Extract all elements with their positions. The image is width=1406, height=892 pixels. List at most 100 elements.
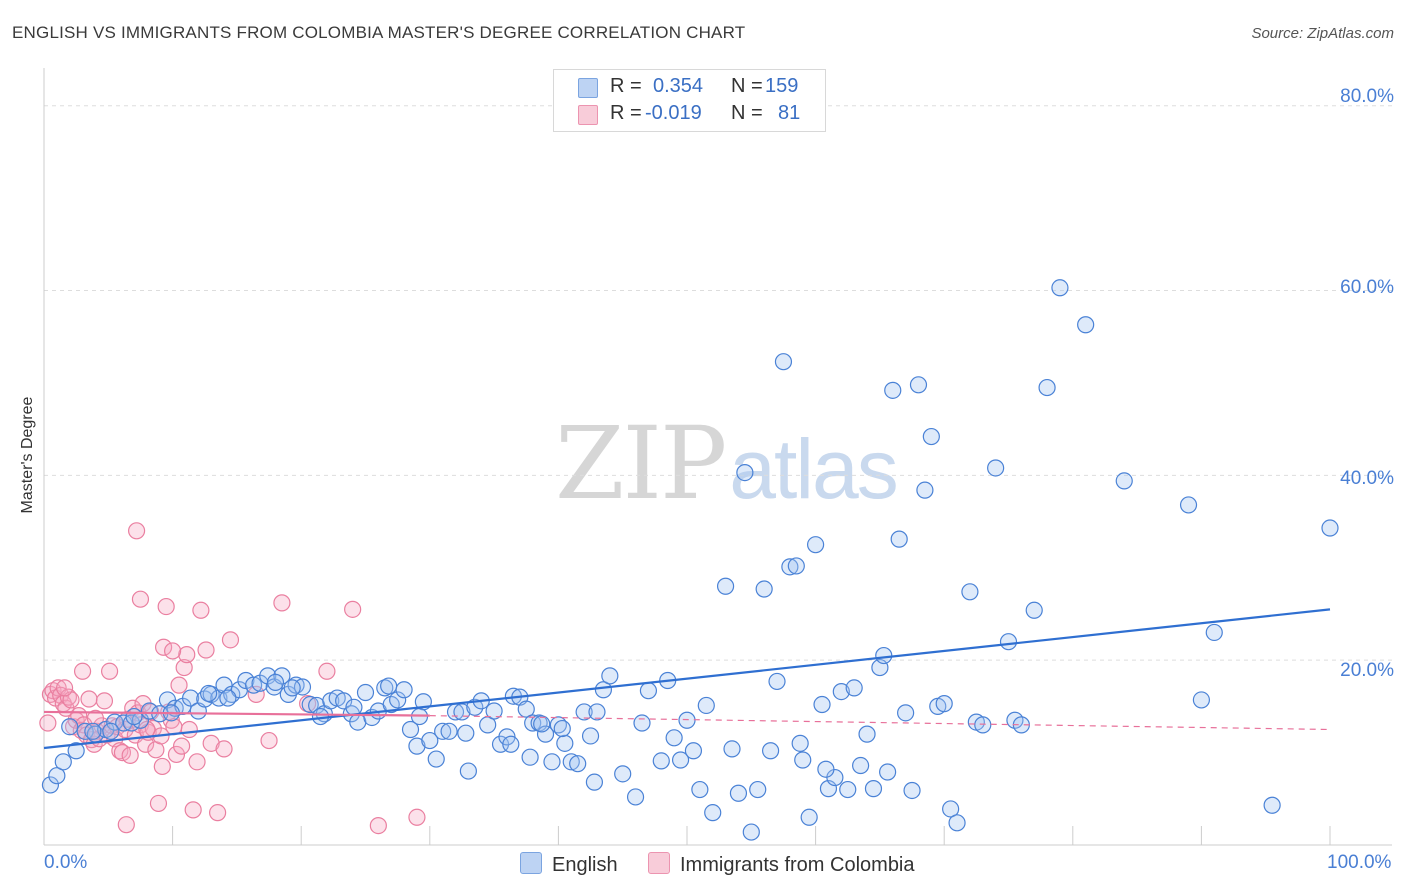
english-point <box>614 765 632 783</box>
english-point <box>601 667 619 685</box>
english-point <box>556 734 574 752</box>
colombia-point <box>188 753 206 771</box>
english-point <box>723 740 741 758</box>
english-point <box>800 808 818 826</box>
axes <box>43 68 1392 846</box>
english-point <box>266 673 285 691</box>
english-point <box>697 696 715 715</box>
english-point <box>380 677 398 695</box>
n-label: N = <box>731 75 763 97</box>
english-point <box>922 427 940 446</box>
watermark-zip: ZIP <box>555 405 727 522</box>
english-point <box>879 763 897 781</box>
english-point <box>1077 316 1095 334</box>
colombia-point <box>260 731 278 750</box>
english-point <box>974 716 992 734</box>
english-point <box>875 646 893 665</box>
english-point <box>755 580 773 598</box>
y-tick-label: 60.0% <box>1340 277 1394 298</box>
colombia-point <box>121 746 139 764</box>
english-point <box>858 725 876 743</box>
english-point <box>852 756 870 775</box>
english-point <box>1038 378 1056 397</box>
english-trend-line <box>43 608 1331 750</box>
english-point <box>1115 472 1133 490</box>
english-point <box>678 711 696 729</box>
english-point <box>791 734 809 752</box>
series-english-points <box>41 279 1339 841</box>
english-point <box>1321 519 1339 537</box>
english-point <box>716 577 735 595</box>
english-point <box>729 784 748 802</box>
english-point <box>301 695 319 714</box>
colombia-point <box>73 662 92 680</box>
english-point <box>948 814 966 832</box>
english-point <box>569 755 587 773</box>
english-point <box>106 713 124 731</box>
english-point <box>633 714 651 732</box>
english-point <box>903 781 921 800</box>
english-point <box>502 735 520 753</box>
colombia-point <box>55 679 74 697</box>
x-tick-label: 100.0% <box>1327 852 1392 873</box>
n-value: 81 <box>778 102 801 124</box>
english-point <box>273 667 291 685</box>
colombia-point <box>127 522 146 540</box>
colombia-trend-extension <box>429 715 1331 731</box>
english-point <box>774 353 793 371</box>
colombia-point <box>59 688 78 706</box>
n-label: N = <box>731 102 763 124</box>
english-point <box>742 823 760 841</box>
english-point <box>54 753 72 771</box>
english-point <box>67 742 85 760</box>
colombia-point <box>273 594 291 612</box>
english-point <box>761 742 780 760</box>
english-point <box>182 689 200 707</box>
english-swatch <box>520 852 542 874</box>
english-point <box>588 703 606 721</box>
english-point <box>84 722 102 740</box>
english-point <box>897 704 915 722</box>
english-point <box>639 682 658 700</box>
english-point <box>125 707 143 726</box>
english-point <box>781 558 799 576</box>
english-point <box>41 776 60 794</box>
english-point <box>884 381 902 399</box>
trend-lines <box>43 608 1331 750</box>
english-point <box>806 536 825 554</box>
english-point <box>665 729 683 747</box>
english-point <box>987 459 1005 477</box>
english-point <box>524 714 542 732</box>
legend-english: English <box>520 852 618 877</box>
colombia-point <box>149 794 168 813</box>
english-point <box>909 376 928 394</box>
n-value: 159 <box>765 75 799 97</box>
english-point <box>704 804 722 822</box>
r-value: -0.019 <box>645 102 702 124</box>
colombia-point <box>173 737 191 755</box>
legend-english-label: English <box>552 854 618 876</box>
colombia-point <box>157 597 175 616</box>
english-point <box>626 788 645 806</box>
chart-title: ENGLISH VS IMMIGRANTS FROM COLOMBIA MAST… <box>12 23 746 42</box>
english-point <box>1205 623 1223 642</box>
english-point <box>794 751 812 769</box>
legend-colombia: Immigrants from Colombia <box>648 852 915 877</box>
english-point <box>787 557 805 575</box>
colombia-point <box>95 692 114 710</box>
r-label: R = <box>610 102 642 124</box>
source-credit: Source: ZipAtlas.com <box>1251 25 1394 42</box>
colombia-point <box>202 734 220 752</box>
correlation-legend: R = 0.354 N = 159 R = -0.019 N = 81 <box>553 69 826 132</box>
english-point <box>457 724 475 742</box>
english-point <box>562 753 580 771</box>
colombia-point <box>175 658 193 677</box>
english-point <box>832 682 850 701</box>
english-point <box>1051 279 1069 297</box>
colombia-point <box>167 745 186 764</box>
colombia-point <box>80 690 98 708</box>
english-point <box>813 695 831 714</box>
english-point <box>999 633 1018 651</box>
colombia-point <box>209 804 227 822</box>
